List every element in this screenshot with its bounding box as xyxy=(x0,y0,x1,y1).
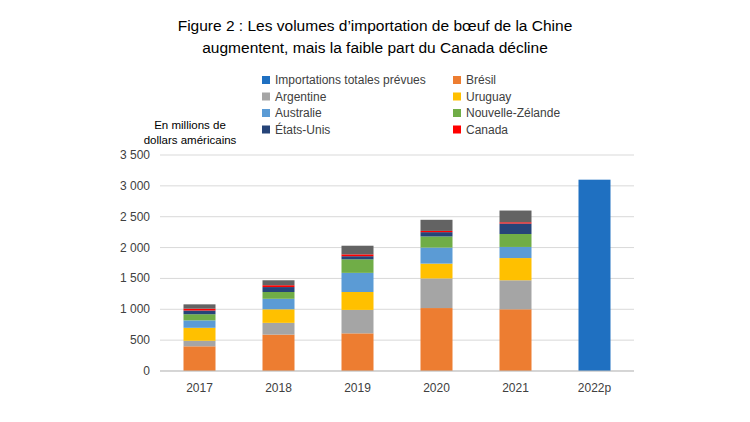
grid xyxy=(160,155,634,371)
bar-segment xyxy=(263,299,295,309)
bar-segment xyxy=(500,280,532,309)
legend-label: Argentine xyxy=(275,90,327,104)
bar-segment xyxy=(184,320,216,327)
grid-line xyxy=(160,247,634,248)
tick-label: 2 000 xyxy=(120,241,150,255)
bar-segment xyxy=(184,314,216,320)
bar-segment xyxy=(421,248,453,264)
legend-label: Canada xyxy=(466,123,508,137)
axis-label: dollars américains xyxy=(144,134,237,146)
bar-segment xyxy=(421,278,453,308)
category-label: 2017 xyxy=(186,381,213,395)
tick-label: 1 000 xyxy=(120,302,150,316)
grid-line xyxy=(160,309,634,310)
legend-label: Australie xyxy=(275,106,322,120)
bar-segment xyxy=(342,256,374,259)
bar-segment xyxy=(184,304,216,308)
category-label: 2019 xyxy=(344,381,371,395)
tick-label: 3 000 xyxy=(120,179,150,193)
bar-segment xyxy=(421,231,453,232)
category-label: 2022p xyxy=(578,381,612,395)
bar-segment xyxy=(421,220,453,231)
bar-segment xyxy=(500,258,532,280)
bar-segment xyxy=(500,234,532,247)
legend-label: Brésil xyxy=(466,73,496,87)
bar-segment xyxy=(263,292,295,299)
legend-label: Importations totales prévues xyxy=(275,73,426,87)
bar-segment xyxy=(184,346,216,371)
grid-line xyxy=(160,185,634,186)
tick-label: 500 xyxy=(130,333,150,347)
bar-segment xyxy=(421,236,453,247)
bar-segment xyxy=(184,341,216,347)
bar-segment xyxy=(342,310,374,333)
bar-segment xyxy=(342,259,374,273)
bar-segment xyxy=(342,333,374,371)
bar-segment xyxy=(500,222,532,223)
bar-segment xyxy=(263,285,295,287)
legend: Importations totales prévues Brésil Argent… xyxy=(262,73,560,137)
title: augmentent, mais la faible part du Canad… xyxy=(202,39,548,56)
bar-segment xyxy=(184,309,216,311)
legend-label: Nouvelle-Zélande xyxy=(466,106,560,120)
tick-label: 1 500 xyxy=(120,271,150,285)
bar-segment xyxy=(342,254,374,256)
legend-label: Uruguay xyxy=(466,90,511,104)
tick-label: 0 xyxy=(143,364,150,378)
legend-swatch xyxy=(453,76,461,84)
legend-swatch xyxy=(262,109,270,117)
background xyxy=(0,0,750,422)
category-label: 2020 xyxy=(423,381,450,395)
bar-segment xyxy=(263,280,295,285)
bar-segment xyxy=(500,247,532,258)
bar-segment xyxy=(421,232,453,236)
grid-line xyxy=(160,155,634,156)
tick-label: 3 500 xyxy=(120,148,150,162)
legend-swatch xyxy=(262,126,270,134)
chart: Figure 2 : Les volumes d’importation de … xyxy=(0,0,750,422)
bar-segment xyxy=(263,323,295,335)
legend-swatch xyxy=(453,109,461,117)
bar-segment xyxy=(500,224,532,234)
grid-line xyxy=(160,216,634,217)
grid-line xyxy=(160,340,634,341)
bar-segment xyxy=(263,287,295,292)
legend-swatch xyxy=(453,126,461,134)
bar-segment xyxy=(342,246,374,255)
bar-segment xyxy=(500,309,532,371)
title: Figure 2 : Les volumes d’importation de … xyxy=(178,17,573,34)
bar-segment xyxy=(263,309,295,323)
grid-line xyxy=(160,278,634,279)
axis-label: En millions de xyxy=(154,119,226,131)
legend-swatch xyxy=(453,93,461,101)
x-axis xyxy=(160,371,634,372)
legend-swatch xyxy=(262,93,270,101)
category-label: 2021 xyxy=(502,381,529,395)
bar-segment xyxy=(342,273,374,292)
bar-segment xyxy=(184,311,216,315)
bar-segment xyxy=(184,328,216,341)
grid-line xyxy=(160,371,634,372)
bar-segment xyxy=(342,292,374,310)
bar-segment xyxy=(579,180,611,371)
bar-segment xyxy=(421,264,453,279)
legend-label: États-Unis xyxy=(275,122,330,137)
bar-segment xyxy=(500,211,532,223)
bar-segment xyxy=(421,308,453,371)
bar-segment xyxy=(263,335,295,371)
bars xyxy=(184,180,611,371)
tick-label: 2 500 xyxy=(120,210,150,224)
category-label: 2018 xyxy=(265,381,292,395)
legend-swatch xyxy=(262,76,270,84)
